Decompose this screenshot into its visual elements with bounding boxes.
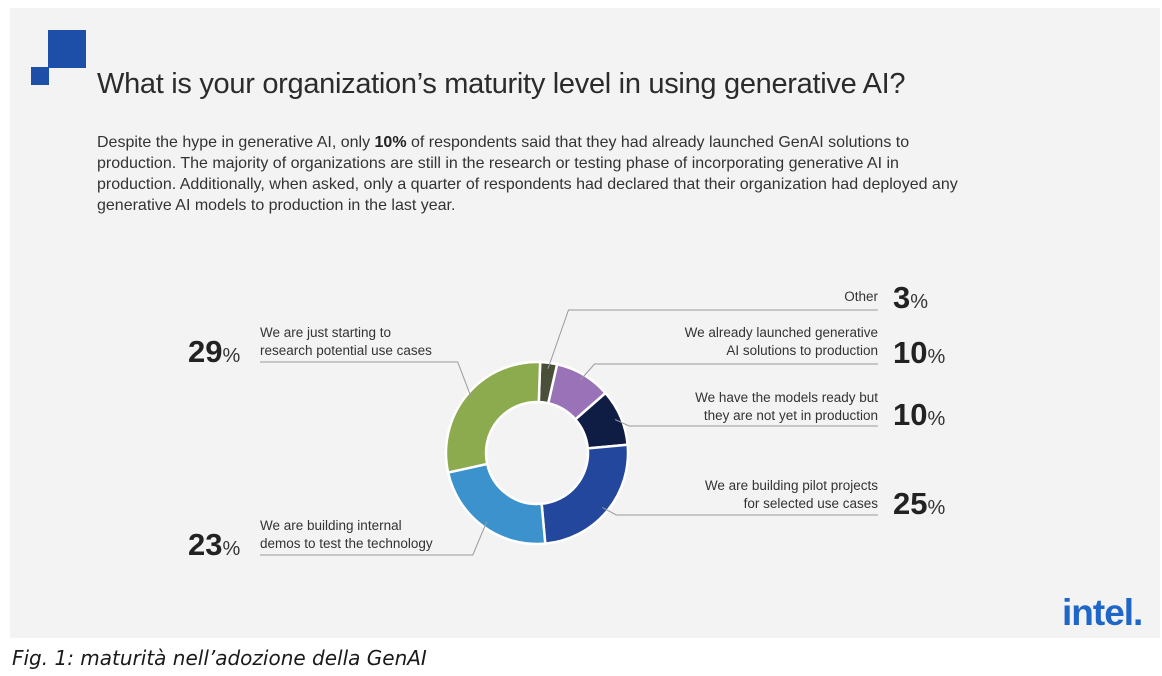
slice-label: Other	[844, 289, 878, 304]
slice-value: 23%	[188, 527, 240, 562]
intro-text-end: of respondents said that they had alread…	[97, 134, 958, 214]
leader-line	[614, 419, 878, 427]
slice-value: 25%	[893, 486, 945, 521]
slice-label: demos to test the technology	[260, 536, 433, 551]
slice-value-number: 29	[188, 334, 222, 369]
slice-label: for selected use cases	[744, 496, 879, 511]
decorative-square	[48, 30, 86, 68]
donut-slice	[446, 462, 547, 546]
figure-panel	[10, 8, 1160, 638]
slice-label: We are building internal	[260, 518, 402, 533]
slice-label: research potential use cases	[260, 343, 432, 358]
slice-value: 29%	[188, 334, 240, 369]
intro-paragraph: Despite the hype in generative AI, only …	[97, 132, 967, 216]
intro-text-start: Despite the hype in generative AI, only	[97, 134, 375, 151]
slice-value-suffix: %	[927, 346, 945, 368]
slice-value: 3%	[893, 280, 928, 315]
leader-line	[580, 363, 878, 381]
intel-logo: intel.	[1062, 592, 1143, 633]
leader-line	[260, 361, 473, 399]
slice-value-number: 25	[893, 486, 927, 521]
slice-label: We are just starting to	[260, 325, 391, 340]
leader-line	[547, 309, 878, 369]
slice-value-number: 10	[893, 335, 927, 370]
chart-title: What is your organization’s maturity lev…	[97, 68, 906, 100]
slice-value-number: 3	[893, 280, 910, 315]
donut-slice	[540, 443, 630, 545]
intro-highlight: 10%	[374, 134, 407, 151]
slice-label: We have the models ready but	[695, 390, 878, 405]
slice-value-suffix: %	[222, 345, 240, 367]
slice-value-number: 23	[188, 527, 222, 562]
slice-value: 10%	[893, 335, 945, 370]
slice-value-number: 10	[893, 397, 927, 432]
donut-slice	[444, 360, 542, 475]
slice-value: 10%	[893, 397, 945, 432]
leader-line	[602, 506, 878, 516]
leader-line	[260, 521, 488, 556]
slice-value-suffix: %	[222, 538, 240, 560]
slice-label: We are building pilot projects	[705, 478, 878, 493]
slice-value-suffix: %	[910, 291, 928, 313]
slice-label: AI solutions to production	[726, 343, 878, 358]
slice-label: they are not yet in production	[704, 408, 878, 423]
slice-value-suffix: %	[927, 408, 945, 430]
figure-caption: Fig. 1: maturità nell’adozione della Gen…	[12, 646, 427, 670]
slice-label: We already launched generative	[685, 325, 878, 340]
decorative-square	[31, 67, 49, 85]
slice-value-suffix: %	[927, 497, 945, 519]
